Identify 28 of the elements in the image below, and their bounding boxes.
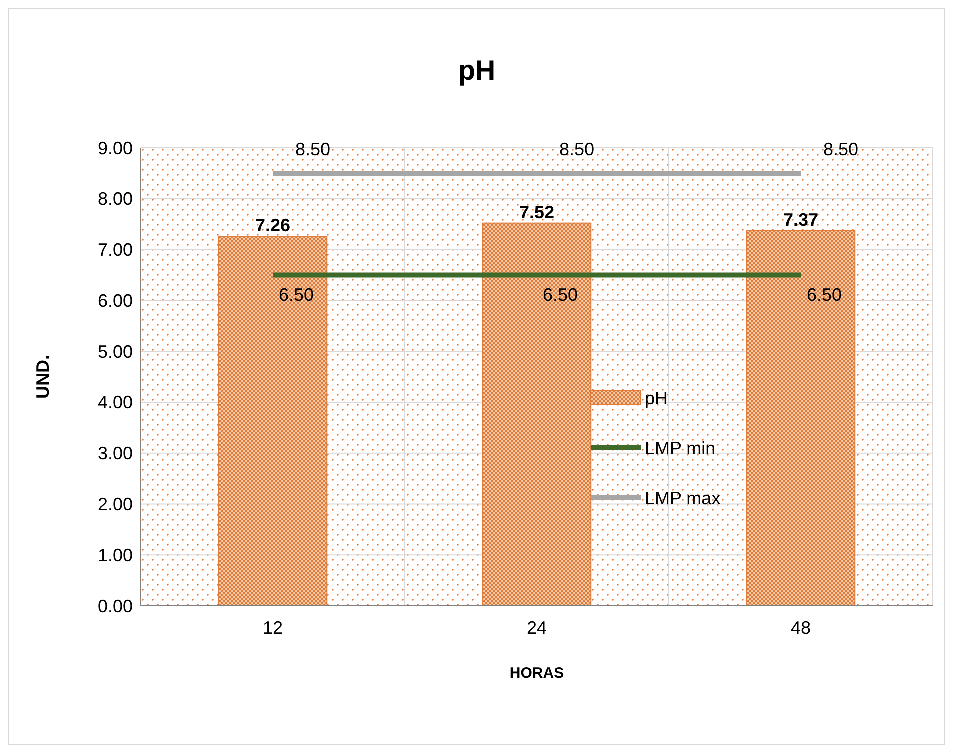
x-axis-title: HORAS bbox=[510, 665, 564, 682]
y-tick-label: 1.00 bbox=[98, 545, 133, 566]
y-tick-label: 9.00 bbox=[98, 138, 133, 158]
y-tick-label: 0.00 bbox=[98, 596, 133, 616]
legend-label: LMP max bbox=[645, 488, 721, 508]
y-tick-label: 4.00 bbox=[98, 392, 133, 413]
data-label: 6.50 bbox=[807, 285, 842, 306]
x-tick-label: 48 bbox=[790, 618, 812, 638]
data-label: 7.26 bbox=[255, 216, 291, 236]
data-label: 6.50 bbox=[543, 285, 578, 306]
data-label: 8.50 bbox=[823, 139, 859, 160]
data-label: 8.50 bbox=[295, 139, 331, 160]
data-label: 7.37 bbox=[783, 210, 819, 230]
data-label: 7.52 bbox=[519, 202, 555, 222]
y-tick-label: 7.00 bbox=[98, 240, 133, 260]
legend-label: LMP min bbox=[645, 438, 716, 458]
data-label: 8.50 bbox=[559, 139, 595, 160]
x-tick-label: 12 bbox=[262, 618, 284, 638]
chart-title: pH bbox=[458, 55, 496, 86]
x-tick-label: 24 bbox=[526, 618, 548, 638]
y-axis-title: UND. bbox=[33, 355, 53, 399]
y-tick-label: 5.00 bbox=[98, 342, 133, 362]
y-tick-label: 8.00 bbox=[98, 189, 133, 210]
y-tick-label: 6.00 bbox=[98, 290, 133, 311]
y-tick-label: 2.00 bbox=[98, 494, 133, 515]
data-label: 6.50 bbox=[279, 285, 314, 306]
legend-label: pH bbox=[645, 388, 668, 408]
y-tick-label: 3.00 bbox=[98, 444, 133, 464]
